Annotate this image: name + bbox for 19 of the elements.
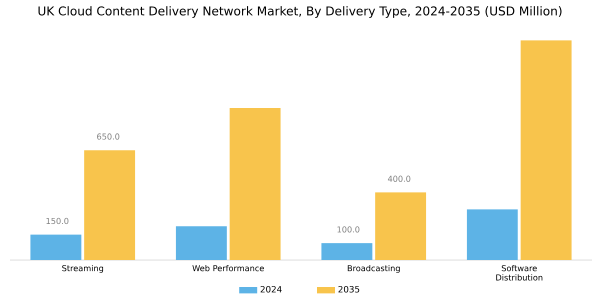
bar xyxy=(375,192,426,260)
x-tick-label: Software Distribution xyxy=(496,264,542,281)
bar xyxy=(466,209,518,260)
bar xyxy=(30,234,82,260)
data-label: 650.0 xyxy=(97,133,120,140)
legend-label: 2024 xyxy=(260,286,282,293)
x-tick-label: Web Performance xyxy=(192,264,264,272)
data-label: 100.0 xyxy=(338,226,360,233)
bar xyxy=(520,40,572,260)
data-label: 150.0 xyxy=(46,218,68,224)
data-label: 400.0 xyxy=(388,176,410,182)
bar xyxy=(176,226,227,260)
chart-title: UK Cloud Content Delivery Network Market, By Delivery Type, 2024-2035 (USD Million) xyxy=(38,6,562,18)
legend-label: 2035 xyxy=(338,286,360,293)
bar xyxy=(84,150,136,260)
x-tick-label: Broadcasting xyxy=(348,264,400,273)
bar xyxy=(321,243,372,260)
x-tick-label: Streaming xyxy=(62,264,104,273)
bar xyxy=(230,108,281,260)
